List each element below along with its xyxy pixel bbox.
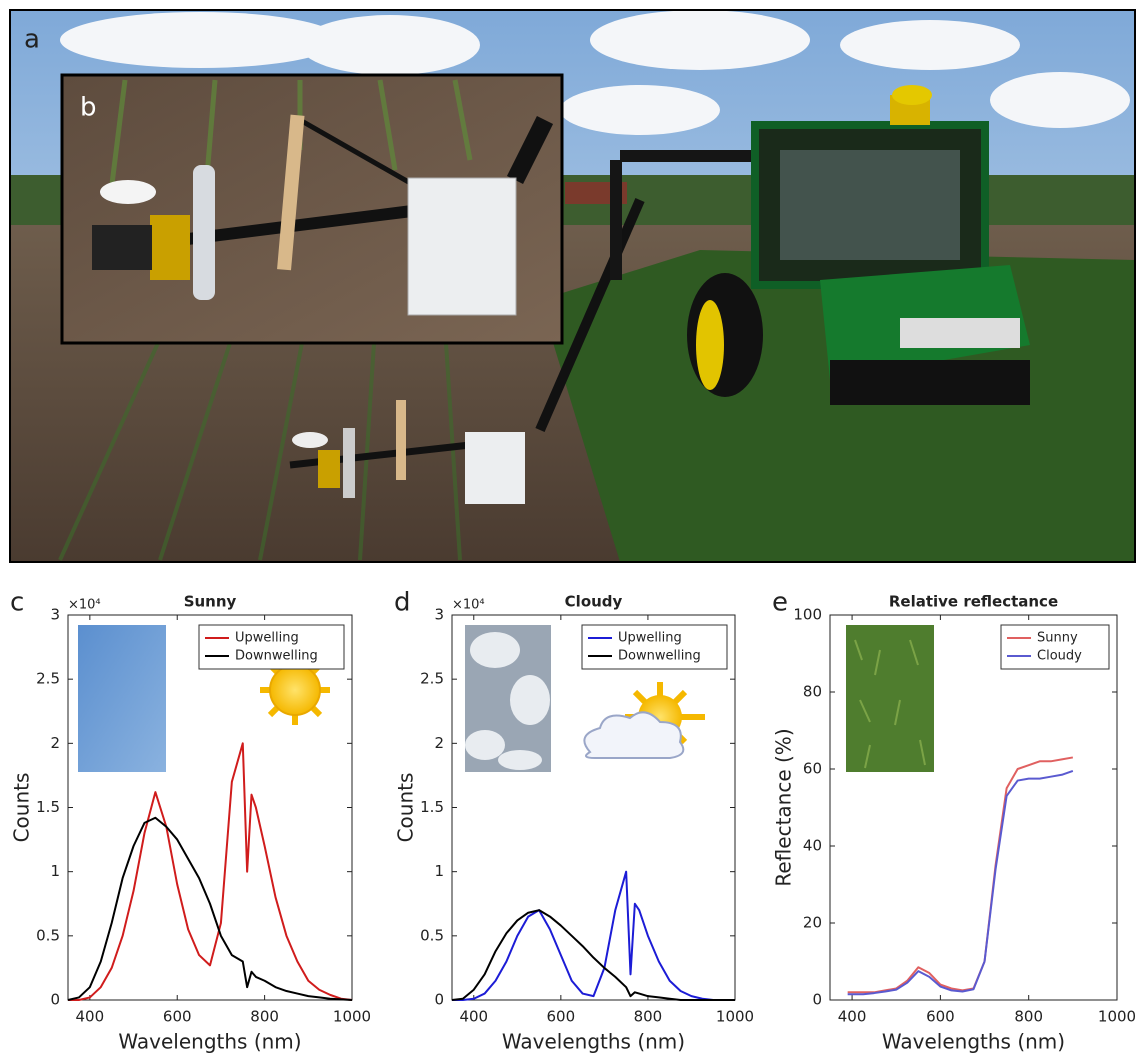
series-line	[452, 910, 735, 1000]
y-tick-label: 2	[50, 734, 60, 752]
grass-picture	[846, 625, 934, 772]
y-tick-label: 1	[50, 862, 60, 880]
x-tick-label: 400	[459, 1008, 488, 1026]
y-tick-label: 80	[803, 683, 822, 701]
legend-label: Sunny	[1037, 631, 1078, 646]
x-tick-label: 400	[76, 1008, 105, 1026]
legend-label: Downwelling	[235, 649, 318, 664]
x-tick-label: 800	[250, 1008, 279, 1026]
cloud-sun-icon	[584, 682, 705, 758]
x-tick-label: 400	[838, 1008, 867, 1026]
y-tick-label: 2.5	[36, 670, 60, 688]
y-tick-label: 2.5	[420, 670, 444, 688]
x-tick-label: 1000	[333, 1008, 371, 1026]
x-axis-label: Wavelengths (nm)	[118, 1030, 301, 1054]
legend-label: Upwelling	[235, 631, 299, 646]
series-line	[848, 757, 1073, 992]
series-line	[848, 771, 1073, 994]
sky-picture	[78, 625, 166, 772]
y-tick-label: 0	[434, 991, 444, 1009]
x-tick-label: 600	[926, 1008, 955, 1026]
y-exponent-label: ×10⁴	[68, 598, 101, 613]
y-axis-label: Counts	[394, 773, 418, 843]
panel-label: b	[80, 93, 97, 123]
series-line	[68, 818, 352, 1000]
y-axis-label: Counts	[10, 773, 34, 843]
x-tick-label: 800	[634, 1008, 663, 1026]
y-tick-label: 2	[434, 734, 444, 752]
legend-label: Cloudy	[1037, 649, 1082, 664]
series-line	[452, 872, 735, 1000]
x-tick-label: 800	[1014, 1008, 1043, 1026]
figure: a b 00.511.522.534006008001	[0, 0, 1140, 1055]
y-axis-label: Reflectance (%)	[772, 728, 796, 886]
y-tick-label: 1.5	[36, 798, 60, 816]
x-tick-label: 1000	[1098, 1008, 1136, 1026]
chart-title: Cloudy	[565, 593, 623, 611]
y-tick-label: 100	[793, 606, 822, 624]
y-tick-label: 3	[434, 606, 444, 624]
y-tick-label: 1	[434, 862, 444, 880]
y-tick-label: 1.5	[420, 798, 444, 816]
chart-title: Sunny	[184, 593, 237, 611]
legend-label: Upwelling	[618, 631, 682, 646]
legend-label: Downwelling	[618, 649, 701, 664]
panel-label: a	[24, 25, 40, 55]
photo: a b	[10, 10, 1135, 562]
y-exponent-label: ×10⁴	[452, 598, 485, 613]
x-tick-label: 1000	[716, 1008, 754, 1026]
y-tick-label: 60	[803, 760, 822, 778]
y-tick-label: 0	[812, 991, 822, 1009]
x-axis-label: Wavelengths (nm)	[502, 1030, 685, 1054]
x-tick-label: 600	[163, 1008, 192, 1026]
y-tick-label: 20	[803, 914, 822, 932]
panel-label: d	[394, 588, 411, 618]
y-tick-label: 0	[50, 991, 60, 1009]
chart-title: Relative reflectance	[889, 593, 1058, 611]
panel-label: e	[772, 588, 788, 618]
y-tick-label: 40	[803, 837, 822, 855]
inset-photo	[62, 75, 562, 343]
panel-label: c	[10, 588, 24, 618]
y-tick-label: 0.5	[420, 926, 444, 944]
y-tick-label: 3	[50, 606, 60, 624]
x-axis-label: Wavelengths (nm)	[882, 1030, 1065, 1054]
x-tick-label: 600	[547, 1008, 576, 1026]
series-line	[68, 743, 352, 1000]
y-tick-label: 0.5	[36, 926, 60, 944]
